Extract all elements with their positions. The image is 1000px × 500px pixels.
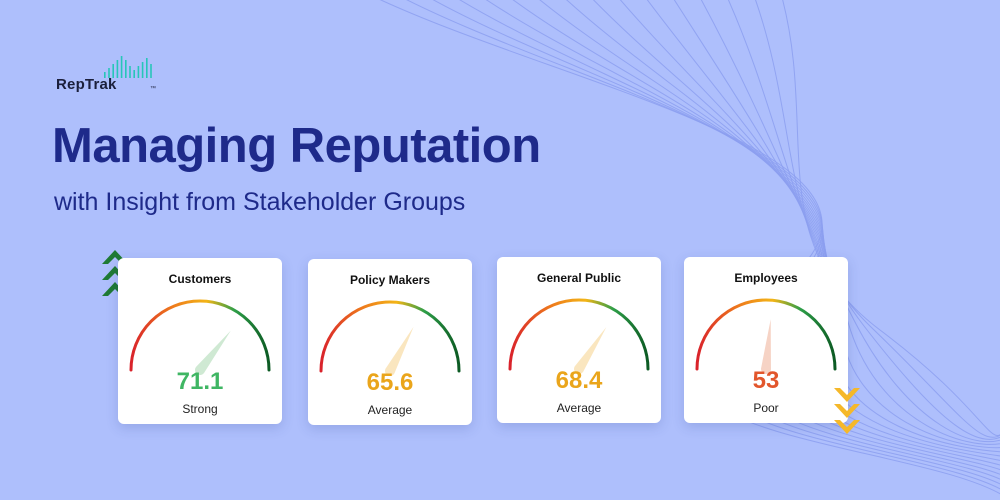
gauge-arc: [129, 299, 271, 372]
gauge-needle: [194, 330, 231, 376]
logo-bar: [133, 70, 135, 78]
logo-bar: [108, 68, 110, 78]
card-score: 65.6: [366, 369, 414, 396]
logo-bar: [112, 64, 114, 78]
chevron: [834, 420, 860, 434]
wave-line: [727, 0, 1000, 440]
gauge-icon: [129, 299, 271, 376]
triple-chevron-down-icon: [834, 388, 860, 434]
wave-line: [379, 0, 1000, 495]
chevron: [834, 404, 860, 418]
card-rating: Average: [367, 403, 413, 417]
logo-bar: [125, 60, 127, 78]
gauge-needle: [385, 326, 414, 376]
logo-bar: [141, 62, 144, 78]
wave-line: [782, 0, 1000, 436]
card-title: Policy Makers: [349, 273, 431, 287]
logo-bar: [104, 72, 106, 78]
logo-bar: [150, 64, 152, 78]
card-general-public: General Public 68.4 Average: [497, 257, 661, 423]
card-rating: Strong: [182, 402, 218, 416]
gauge-arc: [319, 300, 461, 373]
logo-bar: [116, 60, 119, 78]
page-title: Managing Reputation: [52, 119, 541, 173]
gauge-arc: [508, 298, 650, 371]
wave-line: [754, 0, 1000, 438]
card-rating: Poor: [753, 401, 779, 415]
card-title: Customers: [168, 272, 232, 286]
gauge-icon: [508, 298, 650, 375]
card-policy-makers: Policy Makers 65.6 Average: [308, 259, 472, 425]
reptrak-logo: RepTrak ™: [56, 56, 166, 96]
gauge-arc: [695, 298, 837, 371]
brand-name: RepTrak: [56, 76, 117, 93]
gauge-icon: [319, 300, 461, 376]
card-score: 71.1: [176, 368, 224, 395]
card-rating: Average: [556, 401, 602, 415]
card-title: Employees: [734, 271, 798, 285]
gauge-needle: [760, 319, 771, 375]
brand-trademark: ™: [150, 86, 156, 92]
card-customers: Customers 71.1 Strong: [118, 258, 282, 424]
logo-bars-icon: [104, 56, 152, 78]
wave-line: [700, 0, 1000, 443]
logo-bar: [120, 56, 123, 78]
gauge-needle: [573, 327, 607, 375]
logo-bar: [137, 66, 140, 78]
card-score: 68.4: [555, 367, 603, 394]
page-subtitle: with Insight from Stakeholder Groups: [54, 188, 466, 216]
logo-bar: [129, 66, 131, 78]
gauge-icon: [695, 298, 837, 375]
card-title: General Public: [536, 271, 622, 285]
card-employees: Employees 53 Poor: [684, 257, 848, 423]
card-score: 53: [752, 367, 780, 394]
chevron: [834, 388, 860, 402]
logo-bar: [146, 58, 148, 78]
